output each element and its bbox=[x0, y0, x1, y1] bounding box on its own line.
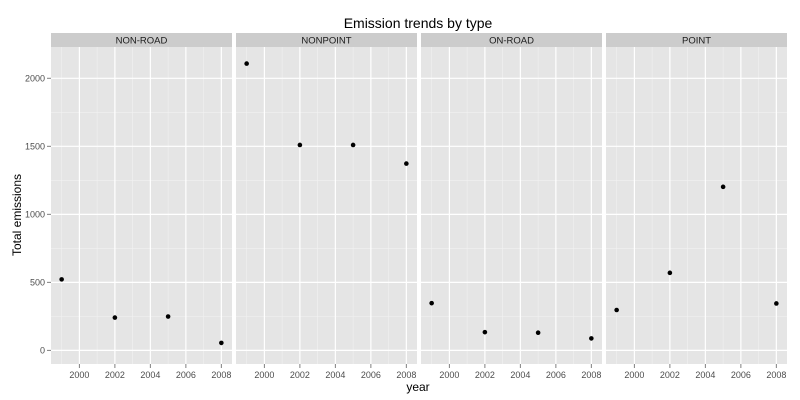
strip-label: NONPOINT bbox=[301, 36, 351, 47]
strip-background bbox=[51, 33, 232, 47]
y-tick-label: 2000 bbox=[25, 73, 45, 83]
x-tick-label: 2000 bbox=[624, 370, 644, 380]
x-axis-title: year bbox=[406, 380, 429, 394]
panel-background bbox=[421, 47, 602, 364]
chart-title: Emission trends by type bbox=[344, 15, 493, 31]
data-point bbox=[59, 277, 64, 282]
x-tick-label: 2002 bbox=[290, 370, 310, 380]
data-point bbox=[244, 61, 249, 66]
data-point bbox=[720, 184, 726, 190]
strip-background bbox=[606, 33, 787, 47]
facet-panel-non-road: NON-ROAD 2000 2002 2004 2006 2008 bbox=[51, 33, 232, 380]
x-tick-label: 2008 bbox=[581, 370, 601, 380]
x-tick-label: 2002 bbox=[105, 370, 125, 380]
x-tick-label: 2004 bbox=[325, 370, 345, 380]
panel-background bbox=[51, 47, 232, 364]
y-tick-label: 1000 bbox=[25, 209, 45, 219]
x-tick-label: 2002 bbox=[660, 370, 680, 380]
panel-background bbox=[236, 47, 417, 364]
facet-panels: 0 500 1000 1500 2000 NON-ROAD 2000 2002 2004 2006… bbox=[25, 33, 787, 380]
panel-background bbox=[606, 47, 787, 364]
x-tick-label: 2006 bbox=[361, 370, 381, 380]
data-point bbox=[774, 301, 779, 306]
strip-label: ON-ROAD bbox=[489, 36, 534, 47]
x-tick-label: 2004 bbox=[695, 370, 715, 380]
y-tick-label: 1500 bbox=[25, 141, 45, 151]
data-point bbox=[429, 300, 434, 306]
data-point bbox=[614, 307, 619, 313]
data-point bbox=[297, 142, 303, 148]
data-point bbox=[589, 336, 594, 341]
y-tick-label: 0 bbox=[40, 345, 45, 355]
facet-panel-point: POINT 2000 2002 2004 2006 2008 bbox=[606, 33, 787, 380]
x-tick-label: 2008 bbox=[211, 370, 231, 380]
facet-panel-nonpoint: NONPOINT 2000 2002 2004 2006 2008 bbox=[236, 33, 417, 380]
strip-label: POINT bbox=[682, 36, 711, 47]
x-tick-label: 2006 bbox=[176, 370, 196, 380]
x-tick-label: 2004 bbox=[140, 370, 160, 380]
strip-background bbox=[421, 33, 602, 47]
strip-background bbox=[236, 33, 417, 47]
x-tick-label: 2000 bbox=[69, 370, 89, 380]
x-tick-label: 2000 bbox=[439, 370, 459, 380]
y-axis-title: Total emissions bbox=[10, 174, 24, 256]
data-point bbox=[165, 314, 171, 319]
data-point bbox=[219, 340, 224, 346]
data-point bbox=[350, 142, 356, 148]
data-point bbox=[535, 330, 541, 336]
data-point bbox=[482, 329, 488, 335]
x-tick-label: 2004 bbox=[510, 370, 530, 380]
data-point bbox=[112, 315, 118, 320]
x-tick-label: 2008 bbox=[766, 370, 786, 380]
x-tick-label: 2000 bbox=[254, 370, 274, 380]
data-point bbox=[404, 161, 409, 166]
strip-label: NON-ROAD bbox=[116, 36, 168, 47]
x-tick-label: 2008 bbox=[396, 370, 416, 380]
y-tick-label: 500 bbox=[30, 277, 45, 287]
facet-panel-on-road: ON-ROAD 2000 2002 2004 2006 2008 bbox=[421, 33, 602, 380]
x-tick-label: 2006 bbox=[546, 370, 566, 380]
data-point bbox=[667, 270, 673, 276]
x-tick-label: 2002 bbox=[475, 370, 495, 380]
x-tick-label: 2006 bbox=[731, 370, 751, 380]
